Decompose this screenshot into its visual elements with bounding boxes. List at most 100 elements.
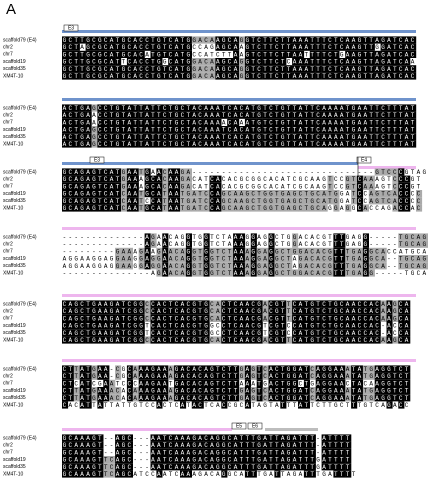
residue: T bbox=[116, 197, 120, 204]
residue: - bbox=[133, 442, 137, 449]
conservation-shade bbox=[156, 441, 163, 449]
conservation-shade bbox=[233, 394, 240, 402]
conservation-shade bbox=[121, 456, 128, 464]
residue: C bbox=[228, 105, 232, 112]
conservation-shade bbox=[191, 456, 198, 464]
residue: G bbox=[251, 262, 255, 269]
conservation-shade bbox=[121, 126, 128, 134]
residue: G bbox=[187, 190, 191, 197]
conservation-shade bbox=[67, 322, 74, 330]
residue: G bbox=[281, 205, 285, 212]
conservation-shade bbox=[203, 434, 210, 442]
residue: - bbox=[110, 373, 114, 380]
conservation-shade bbox=[156, 269, 163, 277]
region-bar bbox=[265, 428, 318, 431]
conservation-shade bbox=[321, 372, 328, 380]
conservation-shade bbox=[298, 394, 305, 402]
conservation-shade bbox=[156, 182, 163, 190]
residue: T bbox=[169, 308, 173, 315]
conservation-shade bbox=[115, 336, 122, 344]
conservation-shade bbox=[380, 365, 387, 373]
residue: A bbox=[175, 241, 179, 248]
residue: G bbox=[92, 435, 96, 442]
conservation-shade bbox=[126, 470, 133, 478]
conservation-shade bbox=[191, 434, 198, 442]
conservation-shade bbox=[309, 118, 316, 126]
residue: G bbox=[287, 366, 291, 373]
residue: G bbox=[381, 387, 385, 394]
residue: G bbox=[411, 183, 415, 190]
conservation-shade bbox=[250, 456, 257, 464]
residue: C bbox=[204, 65, 208, 72]
residue: G bbox=[80, 205, 84, 212]
residue: T bbox=[133, 112, 137, 119]
residue: C bbox=[169, 456, 173, 463]
conservation-shade bbox=[239, 204, 246, 212]
conservation-shade bbox=[298, 255, 305, 263]
residue: C bbox=[417, 270, 421, 277]
residue: G bbox=[92, 373, 96, 380]
conservation-shade bbox=[174, 65, 181, 73]
residue: T bbox=[263, 37, 267, 44]
residue: T bbox=[334, 463, 338, 470]
residue: T bbox=[346, 442, 350, 449]
conservation-shade bbox=[244, 322, 251, 330]
residue: A bbox=[169, 205, 173, 212]
conservation-shade bbox=[268, 58, 275, 66]
conservation-shade bbox=[215, 111, 222, 119]
residue: C bbox=[63, 380, 67, 387]
residue: T bbox=[299, 442, 303, 449]
conservation-shade bbox=[97, 456, 104, 464]
conservation-shade bbox=[97, 204, 104, 212]
residue: T bbox=[92, 402, 96, 409]
conservation-shade bbox=[398, 182, 405, 190]
conservation-shade bbox=[180, 36, 187, 44]
residue: C bbox=[358, 183, 362, 190]
conservation-shade bbox=[380, 36, 387, 44]
conservation-shade bbox=[357, 262, 364, 270]
residue: T bbox=[287, 315, 291, 322]
residue: T bbox=[80, 37, 84, 44]
conservation-shade bbox=[374, 387, 381, 395]
conservation-shade bbox=[274, 255, 281, 263]
residue: G bbox=[251, 394, 255, 401]
residue: A bbox=[74, 456, 78, 463]
conservation-shade bbox=[191, 372, 198, 380]
conservation-shade bbox=[315, 329, 322, 337]
conservation-shade bbox=[327, 379, 334, 387]
conservation-shade bbox=[239, 197, 246, 205]
residue: A bbox=[340, 141, 344, 148]
conservation-shade bbox=[79, 401, 86, 409]
residue: G bbox=[204, 322, 208, 329]
conservation-shade bbox=[274, 394, 281, 402]
residue: T bbox=[234, 394, 238, 401]
conservation-shade bbox=[174, 365, 181, 373]
conservation-shade bbox=[62, 118, 69, 126]
residue: A bbox=[116, 471, 120, 478]
residue: C bbox=[69, 119, 73, 126]
residue: - bbox=[110, 241, 114, 248]
conservation-shade bbox=[191, 204, 198, 212]
residue: C bbox=[257, 65, 261, 72]
residue: A bbox=[187, 471, 191, 478]
residue: C bbox=[128, 308, 132, 315]
residue: C bbox=[63, 402, 67, 409]
residue: T bbox=[269, 402, 273, 409]
residue: C bbox=[310, 262, 314, 269]
conservation-shade bbox=[85, 118, 92, 126]
conservation-shade bbox=[315, 372, 322, 380]
conservation-shade bbox=[109, 456, 116, 464]
residue: T bbox=[328, 301, 332, 308]
conservation-shade bbox=[62, 182, 69, 190]
conservation-shade bbox=[79, 314, 86, 322]
residue: A bbox=[198, 442, 202, 449]
residue: G bbox=[328, 387, 332, 394]
residue: A bbox=[80, 394, 84, 401]
conservation-shade bbox=[357, 36, 364, 44]
residue: G bbox=[240, 176, 244, 183]
residue: A bbox=[405, 105, 409, 112]
conservation-shade bbox=[150, 255, 157, 263]
conservation-shade bbox=[121, 140, 128, 148]
residue: G bbox=[275, 262, 279, 269]
residue: A bbox=[387, 44, 391, 51]
